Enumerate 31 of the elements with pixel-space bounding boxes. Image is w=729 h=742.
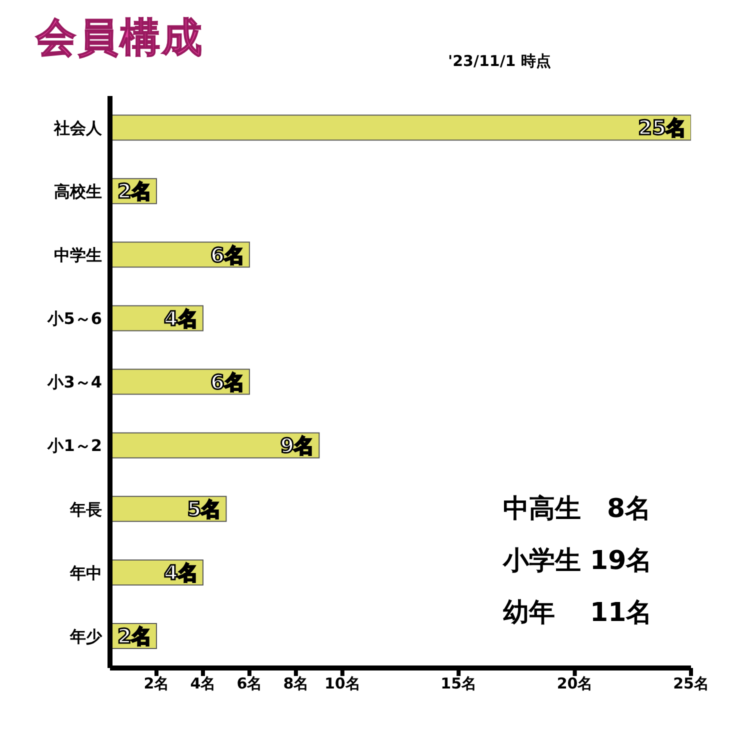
y-tick-label: 小1～2 — [46, 436, 102, 456]
y-tick-label: 年少 — [69, 626, 103, 646]
data-label: 4名 — [164, 306, 198, 330]
x-tick-label: 6名 — [236, 674, 262, 693]
data-label: 25名 — [638, 116, 686, 140]
data-label: 2名 — [118, 179, 152, 204]
annotation: 中高生 8名 — [503, 493, 652, 526]
x-tick-label: 20名 — [556, 674, 593, 693]
y-tick-label: 中学生 — [54, 246, 102, 265]
x-tick-label: 25名 — [673, 674, 709, 693]
chart-title: 会員構成 — [36, 14, 204, 63]
x-tick-label: 15名 — [440, 674, 477, 693]
data-label: 6名 — [210, 242, 244, 267]
annotation: 小学生 19名 — [503, 545, 652, 578]
x-tick-label: 4名 — [190, 674, 216, 693]
y-tick-label: 小5～6 — [46, 309, 102, 328]
data-label: 4名 — [164, 560, 198, 585]
y-tick-label: 社会人 — [53, 118, 103, 138]
text: '23/11/1 時点 — [448, 52, 551, 71]
x-tick-label: 8名 — [283, 674, 309, 693]
x-tick-label: 2名 — [144, 674, 170, 693]
data-label: 9名 — [280, 433, 314, 458]
y-tick-label: 高校生 — [54, 182, 102, 202]
data-label: 6名 — [210, 370, 244, 394]
y-tick-label: 年長 — [69, 500, 102, 519]
x-tick-label: 10名 — [324, 674, 360, 693]
y-tick-label: 小3～4 — [46, 372, 102, 392]
y-tick-label: 年中 — [69, 563, 102, 582]
data-label: 5名 — [187, 497, 222, 521]
annotation: 幼年 11名 — [503, 597, 652, 630]
data-label: 2名 — [118, 624, 152, 648]
